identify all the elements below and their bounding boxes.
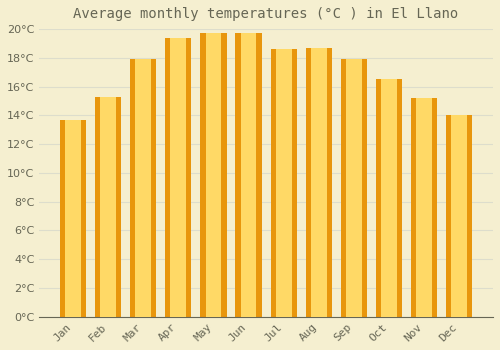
Bar (411, 98, 438, 317)
Bar (270, 49, 297, 317)
Bar (381, 79, 397, 317)
Bar (346, 59, 362, 317)
Bar (306, 48, 332, 317)
Bar (340, 59, 367, 317)
Bar (236, 33, 262, 317)
Bar (446, 116, 472, 317)
Bar (60, 120, 86, 317)
Bar (311, 48, 326, 317)
Bar (170, 38, 186, 317)
Bar (100, 97, 116, 317)
Bar (165, 38, 192, 317)
Bar (376, 79, 402, 317)
Bar (206, 33, 222, 317)
Bar (200, 33, 226, 317)
Bar (240, 33, 256, 317)
Bar (276, 49, 291, 317)
Title: Average monthly temperatures (°C ) in El Llano: Average monthly temperatures (°C ) in El… (74, 7, 458, 21)
Bar (416, 98, 432, 317)
Bar (130, 59, 156, 317)
Bar (136, 59, 151, 317)
Bar (452, 116, 467, 317)
Bar (95, 97, 122, 317)
Bar (65, 120, 81, 317)
